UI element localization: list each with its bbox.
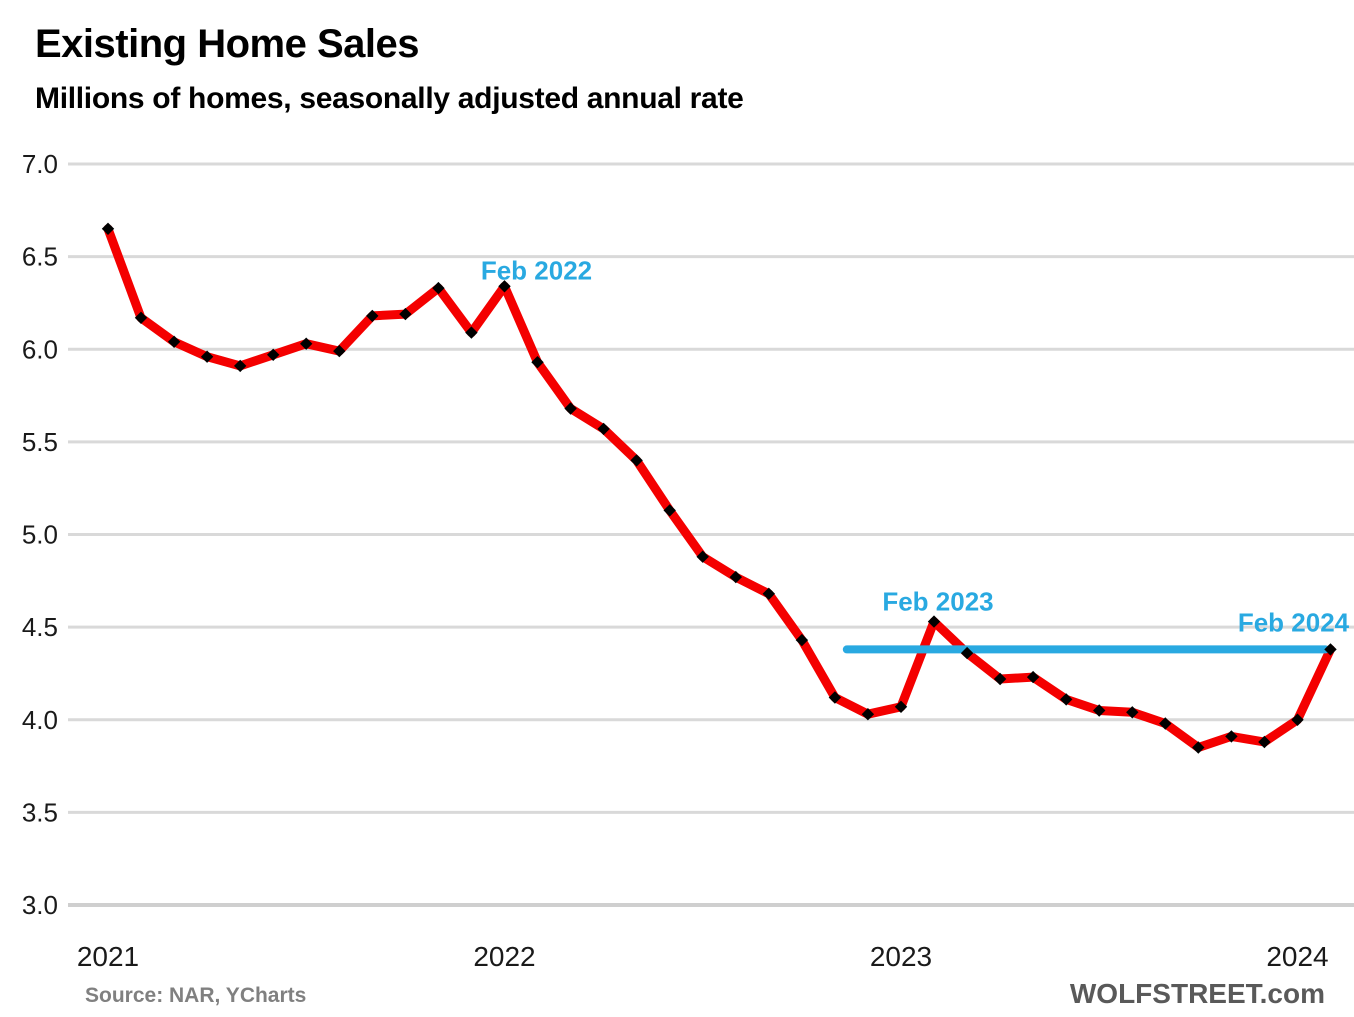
chart-subtitle: Millions of homes, seasonally adjusted a… — [35, 82, 744, 115]
y-tick-label: 3.0 — [22, 890, 58, 920]
data-point-marker — [960, 646, 974, 660]
data-point-marker — [795, 633, 809, 647]
annotation-feb-2024: Feb 2024 — [1238, 607, 1350, 637]
data-point-marker — [927, 615, 941, 628]
x-tick-label: 2021 — [77, 941, 139, 972]
data-point-marker — [630, 454, 643, 467]
data-point-marker — [465, 326, 478, 339]
y-tick-label: 4.0 — [22, 705, 58, 735]
data-point-marker — [1026, 670, 1040, 684]
wolfstreet-branding: WOLFSTREET.com — [1069, 978, 1325, 1009]
data-point-marker — [1060, 693, 1073, 706]
y-tick-label: 4.5 — [22, 612, 58, 642]
data-point-marker — [1093, 704, 1106, 717]
x-tick-label: 2023 — [870, 941, 932, 972]
data-point-marker — [1159, 717, 1172, 730]
y-tick-label: 6.5 — [22, 242, 58, 272]
x-tick-label: 2022 — [473, 941, 535, 972]
y-tick-label: 5.5 — [22, 427, 58, 457]
y-tick-label: 7.0 — [22, 149, 58, 179]
data-point-marker — [200, 350, 214, 363]
data-point-marker — [894, 700, 908, 713]
data-point-marker — [1126, 706, 1139, 719]
sales-line-path — [103, 224, 1335, 752]
y-tick-label: 5.0 — [22, 520, 58, 550]
annotation-feb-2023: Feb 2023 — [882, 587, 993, 617]
gridlines — [68, 162, 1354, 907]
data-point-marker — [1192, 741, 1205, 754]
data-point-marker — [597, 422, 610, 436]
data-point-marker — [399, 307, 412, 321]
data-point-marker — [1324, 643, 1337, 656]
data-point-marker — [1225, 730, 1238, 743]
sales-line — [103, 224, 1335, 752]
data-point-marker — [663, 504, 676, 517]
data-point-marker — [1291, 713, 1304, 726]
data-point-marker — [993, 672, 1007, 686]
data-point-marker — [234, 359, 247, 373]
data-point-marker — [762, 587, 775, 600]
data-point-marker — [1258, 735, 1271, 749]
y-tick-label: 3.5 — [22, 797, 58, 827]
data-point-marker — [729, 570, 742, 584]
x-tick-label: 2024 — [1266, 941, 1328, 972]
data-point-marker — [498, 280, 511, 293]
data-point-marker — [101, 222, 115, 235]
annotations: Feb 2022 Feb 2023 Feb 2024 — [481, 255, 1350, 637]
data-point-marker — [564, 402, 577, 415]
y-axis-labels: 7.0 6.5 6.0 5.5 5.0 4.5 4.0 3.5 3.0 — [22, 149, 58, 920]
data-point-markers — [101, 222, 1337, 754]
y-tick-label: 6.0 — [22, 334, 58, 364]
data-point-marker — [861, 708, 875, 721]
x-axis-labels: 2021 2022 2023 2024 — [77, 941, 1329, 972]
source-note: Source: NAR, YCharts — [85, 984, 307, 1007]
data-point-marker — [167, 335, 181, 348]
data-point-marker — [267, 348, 280, 361]
data-point-marker — [696, 550, 709, 563]
data-point-marker — [134, 311, 148, 324]
data-point-marker — [828, 691, 842, 704]
data-point-marker — [366, 309, 379, 323]
data-point-marker — [333, 344, 346, 358]
data-point-marker — [531, 356, 544, 369]
annotation-feb-2022: Feb 2022 — [481, 255, 592, 285]
data-point-marker — [300, 337, 313, 350]
data-point-marker — [432, 281, 445, 295]
chart-title: Existing Home Sales — [35, 22, 419, 66]
